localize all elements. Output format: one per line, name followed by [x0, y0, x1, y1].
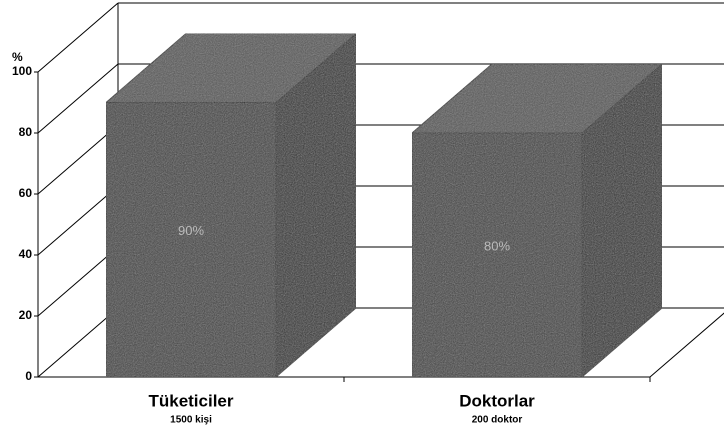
grid-line	[37, 2, 119, 73]
grid-line	[37, 124, 119, 195]
grid-line	[37, 246, 119, 317]
x-tick-label: Doktorlar	[459, 391, 535, 410]
bar	[410, 62, 664, 379]
y-axis-label: %	[12, 50, 23, 64]
grid-line	[37, 307, 119, 378]
x-tick-sublabel: 200 doktor	[472, 415, 523, 426]
y-tick-label: 20	[19, 308, 33, 322]
y-tick-label: 40	[19, 247, 33, 261]
x-tick-sublabel: 1500 kişi	[170, 415, 212, 426]
y-tick-label: 100	[12, 64, 32, 78]
y-tick-label: 0	[25, 369, 32, 383]
y-tick-label: 80	[19, 125, 33, 139]
y-tick-label: 60	[19, 186, 33, 200]
value-label: 90%	[178, 223, 204, 238]
value-label: 80%	[484, 238, 510, 253]
bar-front	[105, 102, 277, 378]
grid-line	[37, 63, 119, 134]
grid-line	[37, 185, 119, 256]
floor-right	[649, 312, 724, 378]
bar	[104, 32, 358, 379]
x-tick-label: Tüketiciler	[148, 391, 233, 410]
bar-front	[411, 132, 583, 378]
